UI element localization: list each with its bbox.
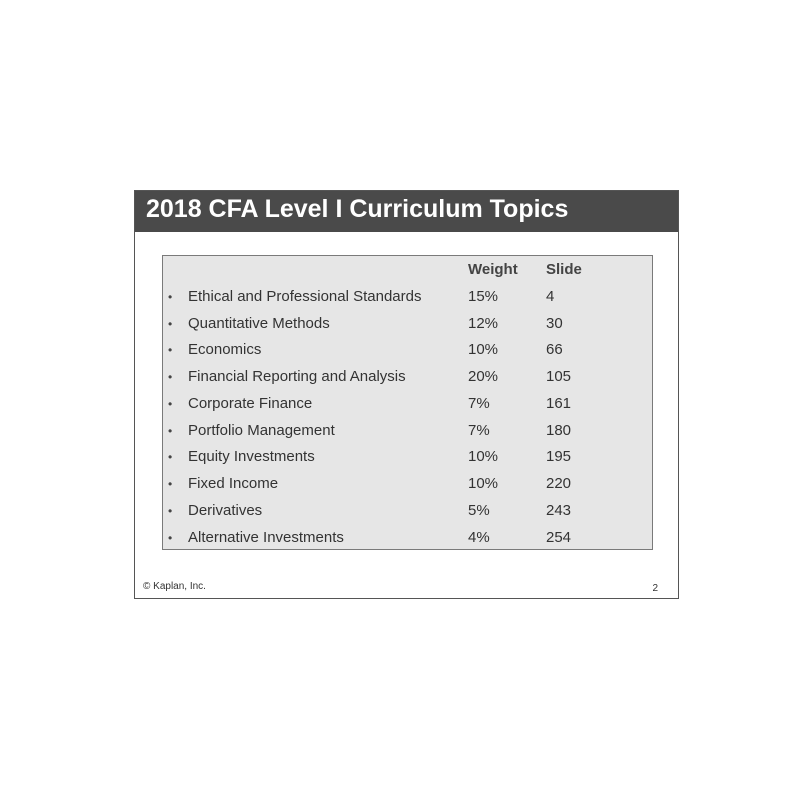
topic-weight: 7% <box>468 422 490 439</box>
table-row: • Portfolio Management 7% 180 <box>163 421 652 445</box>
table-row: • Ethical and Professional Standards 15%… <box>163 287 652 311</box>
topic-name: Fixed Income <box>188 475 279 492</box>
topic-slide-number: 220 <box>546 475 572 492</box>
table-row: • Economics 10% 66 <box>163 340 652 364</box>
topic-slide-number: 161 <box>546 395 572 412</box>
topic-weight: 4% <box>468 529 490 546</box>
table-row: • Derivatives 5% 243 <box>163 501 652 525</box>
topic-slide-number: 30 <box>546 315 563 332</box>
slide-column-header: Slide <box>546 261 582 278</box>
bullet-icon: • <box>168 477 173 491</box>
bullet-icon: • <box>168 290 173 304</box>
slide: 2018 CFA Level I Curriculum Topics Weigh… <box>134 190 679 599</box>
topic-weight: 5% <box>468 502 490 519</box>
bullet-icon: • <box>168 343 173 357</box>
topic-slide-number: 180 <box>546 422 572 439</box>
topic-slide-number: 195 <box>546 448 572 465</box>
page-number: 2 <box>652 583 658 594</box>
topics-table: Weight Slide • Ethical and Professional … <box>162 255 653 550</box>
topic-slide-number: 105 <box>546 368 572 385</box>
topic-weight: 10% <box>468 475 499 492</box>
table-row: • Fixed Income 10% 220 <box>163 474 652 498</box>
topic-weight: 12% <box>468 315 499 332</box>
topic-slide-number: 66 <box>546 341 563 358</box>
bullet-icon: • <box>168 317 173 331</box>
bullet-icon: • <box>168 370 173 384</box>
table-row: • Alternative Investments 4% 254 <box>163 528 652 552</box>
topic-name: Corporate Finance <box>188 395 313 412</box>
topic-slide-number: 254 <box>546 529 572 546</box>
topic-name: Financial Reporting and Analysis <box>188 368 406 385</box>
title-bar: 2018 CFA Level I Curriculum Topics <box>135 191 678 232</box>
bullet-icon: • <box>168 450 173 464</box>
topic-name: Economics <box>188 341 262 358</box>
topic-weight: 20% <box>468 368 499 385</box>
table-row: • Quantitative Methods 12% 30 <box>163 314 652 338</box>
topic-name: Alternative Investments <box>188 529 344 546</box>
table-row: • Financial Reporting and Analysis 20% 1… <box>163 367 652 391</box>
table-row: • Corporate Finance 7% 161 <box>163 394 652 418</box>
bullet-icon: • <box>168 531 173 545</box>
topic-name: Derivatives <box>188 502 263 519</box>
topic-slide-number: 243 <box>546 502 572 519</box>
copyright-footer: © Kaplan, Inc. <box>143 581 206 592</box>
topic-slide-number: 4 <box>546 288 555 305</box>
weight-column-header: Weight <box>468 261 518 278</box>
bullet-icon: • <box>168 424 173 438</box>
topic-weight: 15% <box>468 288 499 305</box>
topic-name: Portfolio Management <box>188 422 335 439</box>
topic-weight: 10% <box>468 341 499 358</box>
topic-weight: 7% <box>468 395 490 412</box>
slide-title: 2018 CFA Level I Curriculum Topics <box>146 195 569 223</box>
topic-name: Ethical and Professional Standards <box>188 288 422 305</box>
bullet-icon: • <box>168 397 173 411</box>
topic-name: Quantitative Methods <box>188 315 330 332</box>
table-row: • Equity Investments 10% 195 <box>163 447 652 471</box>
topic-name: Equity Investments <box>188 448 315 465</box>
topic-weight: 10% <box>468 448 499 465</box>
bullet-icon: • <box>168 504 173 518</box>
table-header: Weight Slide <box>163 261 652 283</box>
